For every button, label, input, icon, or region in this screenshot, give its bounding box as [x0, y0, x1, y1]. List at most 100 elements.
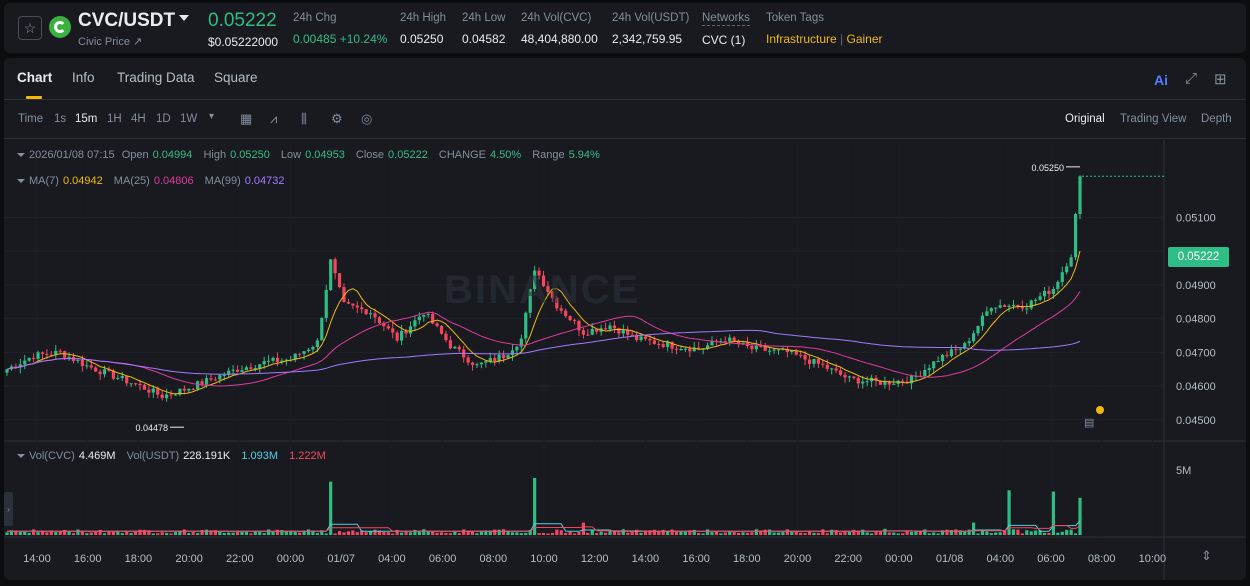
ma99-label: MA(99) [204, 175, 241, 187]
candle [861, 381, 865, 384]
volume-bar [608, 530, 612, 535]
chevron-down-icon[interactable] [179, 15, 189, 21]
volume-bar [213, 530, 217, 535]
ticker-header: ☆ CVC/USDT Civic Price ↗ 0.05222 $0.0522… [4, 3, 1246, 53]
time-tick-label: 16:00 [74, 553, 102, 565]
view-depth[interactable]: Depth [1201, 113, 1232, 125]
panel-tabs: Chart Info Trading Data Square Ai ⤢ ⊞ [4, 58, 1246, 100]
target-icon[interactable]: ◎ [361, 111, 373, 126]
volume-bar [497, 529, 501, 535]
fit-screen-icon[interactable]: ⇕ [1201, 548, 1212, 563]
stat-token-tags: Token Tags Infrastructure | Gainer [766, 12, 883, 46]
volume-bar [719, 533, 723, 535]
civic-price-link[interactable]: Civic Price ↗ [78, 36, 143, 48]
candle [391, 328, 395, 333]
candle [940, 355, 945, 362]
candle [506, 354, 510, 359]
indicator-icon[interactable]: ⩘ [270, 111, 278, 126]
candle [253, 368, 257, 370]
volume-bar [736, 532, 741, 535]
interval-15m[interactable]: 15m [75, 113, 98, 125]
candle [541, 275, 546, 287]
candle [377, 317, 382, 323]
volume-bar [151, 533, 155, 535]
tab-trading-data[interactable]: Trading Data [117, 70, 195, 85]
candle [728, 337, 732, 342]
candle [998, 305, 1002, 308]
volume-bar [32, 529, 36, 535]
candle [666, 341, 670, 348]
candle [834, 368, 838, 371]
candle [98, 371, 102, 375]
expand-icon[interactable]: ⤢ [1185, 70, 1198, 87]
view-trading-view[interactable]: Trading View [1120, 113, 1187, 125]
interval-1h[interactable]: 1H [107, 113, 122, 125]
candle [878, 380, 883, 385]
candle [342, 287, 346, 302]
chart-canvas[interactable]: 0.051000.050000.049000.048000.047000.046… [4, 140, 1246, 580]
alert-dot[interactable] [1096, 406, 1104, 414]
time-tick-label: 18:00 [733, 553, 761, 565]
candle [510, 350, 515, 355]
candle [49, 354, 53, 356]
volume-bar [790, 531, 794, 535]
stat-networks[interactable]: Networks CVC (1) [702, 12, 750, 47]
chevron-down-icon[interactable] [17, 153, 25, 158]
tab-chart[interactable]: Chart [17, 70, 53, 85]
volume-bar [89, 532, 93, 535]
scroll-handle[interactable]: › [4, 492, 13, 526]
candle [630, 334, 634, 336]
volume-bar [621, 529, 625, 535]
layout-icon[interactable]: ⊞ [1214, 71, 1227, 88]
candle [479, 362, 484, 365]
chevron-down-icon[interactable]: ▾ [209, 111, 215, 122]
chevron-down-icon[interactable] [17, 454, 25, 459]
tab-info[interactable]: Info [72, 70, 95, 85]
interval-4h[interactable]: 4H [131, 113, 146, 125]
stat-value: 0.04582 [462, 32, 506, 46]
candle [723, 341, 727, 343]
volume-bar [515, 532, 519, 535]
candle [674, 348, 679, 350]
volume-bar [914, 531, 918, 535]
volume-bar [812, 532, 816, 535]
volume-bar [728, 531, 732, 535]
volume-bar [142, 529, 147, 535]
volume-bar [200, 529, 204, 535]
tab-square[interactable]: Square [214, 70, 258, 85]
stat-label: 24h Vol(USDT) [612, 12, 690, 24]
tag-infrastructure[interactable]: Infrastructure [766, 32, 837, 46]
tag-gainer[interactable]: Gainer [846, 32, 883, 46]
interval-1s[interactable]: 1s [54, 113, 67, 125]
candle [807, 359, 812, 364]
volume-bar [391, 533, 395, 535]
calendar-icon[interactable]: ▦ [240, 111, 253, 126]
candle [151, 388, 155, 393]
candle [404, 330, 408, 334]
candle [830, 368, 834, 370]
interval-time[interactable]: Time [18, 113, 44, 125]
time-tick-label: 06:00 [1037, 553, 1065, 565]
candle [652, 340, 656, 344]
time-tick-label: 04:00 [987, 553, 1015, 565]
candle [617, 328, 621, 334]
ai-icon[interactable]: Ai [1154, 72, 1168, 88]
volume-bar [240, 531, 244, 535]
candle [222, 374, 226, 376]
candle [697, 347, 701, 350]
favorite-star-button[interactable]: ☆ [18, 16, 42, 40]
volume-bar [843, 530, 847, 535]
candlestick-chart[interactable]: 0.051000.050000.049000.048000.047000.046… [4, 140, 1246, 580]
time-tick-label: 10:00 [1139, 553, 1167, 565]
interval-1w[interactable]: 1W [180, 113, 198, 125]
volume-bar [572, 533, 577, 535]
note-icon[interactable]: ▤ [1084, 417, 1095, 429]
volume-bar [652, 529, 656, 535]
pair-title[interactable]: CVC/USDT [78, 10, 176, 31]
volume-bar [457, 533, 461, 535]
interval-1d[interactable]: 1D [156, 113, 171, 125]
chevron-down-icon[interactable] [17, 179, 25, 184]
view-original[interactable]: Original [1065, 113, 1105, 125]
candle-type-icon[interactable]: ⫼ [301, 111, 307, 126]
settings-icon[interactable]: ⚙ [331, 111, 343, 126]
